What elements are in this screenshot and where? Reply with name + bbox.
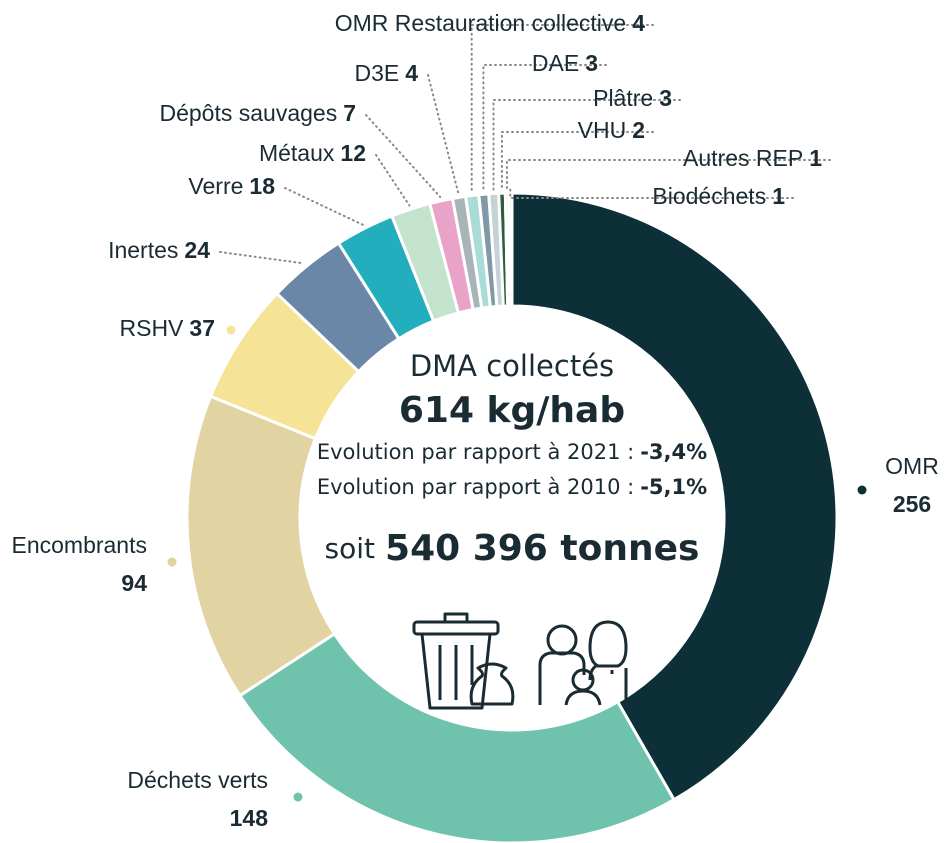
label-name: DAE — [532, 50, 579, 76]
evolution-2021: Evolution par rapport à 2021 : -3,4% — [317, 440, 707, 464]
tonnage-prefix: soit — [325, 532, 375, 565]
label-value: 37 — [189, 315, 215, 341]
leader-line — [500, 131, 654, 191]
label-value: 3 — [659, 85, 672, 111]
label-value: 148 — [230, 805, 269, 831]
tonnage-value: 540 396 tonnes — [385, 528, 699, 569]
label-value: 4 — [632, 10, 645, 36]
leader-line — [375, 154, 411, 207]
label-name: Dépôts sauvages — [159, 100, 337, 126]
leader-line — [365, 114, 442, 198]
donut-segment — [510, 191, 839, 802]
label-dot — [226, 325, 236, 335]
label: DAE 3 — [532, 50, 598, 76]
label-value: 1 — [809, 145, 822, 171]
leader-line — [492, 99, 681, 191]
center-total: 614 kg/hab — [399, 390, 625, 431]
tonnage: soit 540 396 tonnes — [325, 528, 700, 569]
label: Inertes 24 — [108, 237, 210, 263]
label-name: VHU — [578, 117, 627, 143]
label-value: 256 — [893, 491, 931, 517]
label-name: Déchets verts — [127, 767, 268, 793]
label-dot — [293, 792, 303, 802]
label: Verre 18 — [188, 173, 275, 199]
evolution-label: Evolution par rapport à 2021 : — [317, 440, 634, 464]
leader-line — [284, 187, 364, 226]
label-value: 1 — [772, 183, 785, 209]
label-value: 12 — [340, 140, 366, 166]
label-value: 2 — [632, 117, 645, 143]
leader-line — [482, 64, 607, 192]
label-name: D3E — [354, 60, 399, 86]
evolution-value: -3,4% — [640, 440, 707, 464]
donut — [185, 191, 839, 843]
label-value: 3 — [585, 50, 598, 76]
label-value: 7 — [343, 100, 356, 126]
label-name: Métaux — [259, 140, 335, 166]
leader-line — [427, 74, 460, 195]
label-name: Plâtre — [593, 85, 653, 111]
evolution-2010: Evolution par rapport à 2010 : -5,1% — [317, 475, 707, 499]
evolution-label: Evolution par rapport à 2010 : — [317, 475, 634, 499]
label-value: 18 — [249, 173, 275, 199]
icon-bin — [412, 612, 515, 710]
evolution-value: -5,1% — [640, 475, 707, 499]
label: RSHV 37 — [120, 315, 216, 341]
label-value: 94 — [121, 570, 147, 596]
label: VHU 2 — [578, 117, 645, 143]
label: OMR Restauration collective 4 — [335, 10, 645, 36]
leader-line — [219, 251, 305, 265]
label: D3E 4 — [354, 60, 418, 86]
leader-line — [470, 24, 654, 193]
label: Biodéchets 1 — [652, 183, 785, 209]
center-title: DMA collectés — [410, 349, 614, 383]
label: Métaux 12 — [259, 140, 366, 166]
label-value: 4 — [405, 60, 418, 86]
leader-line — [509, 188, 794, 199]
label-name: Verre — [188, 173, 243, 199]
label-name: Encombrants — [11, 532, 147, 558]
icon-family — [538, 620, 628, 706]
label-dot — [857, 485, 867, 495]
label-name: Autres REP — [683, 145, 803, 171]
label-name: RSHV — [120, 315, 185, 341]
label-value: 24 — [184, 237, 210, 263]
label: Plâtre 3 — [593, 85, 672, 111]
label-name: Biodéchets — [652, 183, 766, 209]
label: Autres REP 1 — [683, 145, 822, 171]
donut-segment — [237, 631, 677, 843]
label-name: Inertes — [108, 237, 178, 263]
label-name: OMR — [885, 453, 939, 479]
donut-segment — [507, 191, 514, 308]
label-dot — [167, 557, 177, 567]
label: Dépôts sauvages 7 — [159, 100, 356, 126]
label-name: OMR Restauration collective — [335, 10, 626, 36]
